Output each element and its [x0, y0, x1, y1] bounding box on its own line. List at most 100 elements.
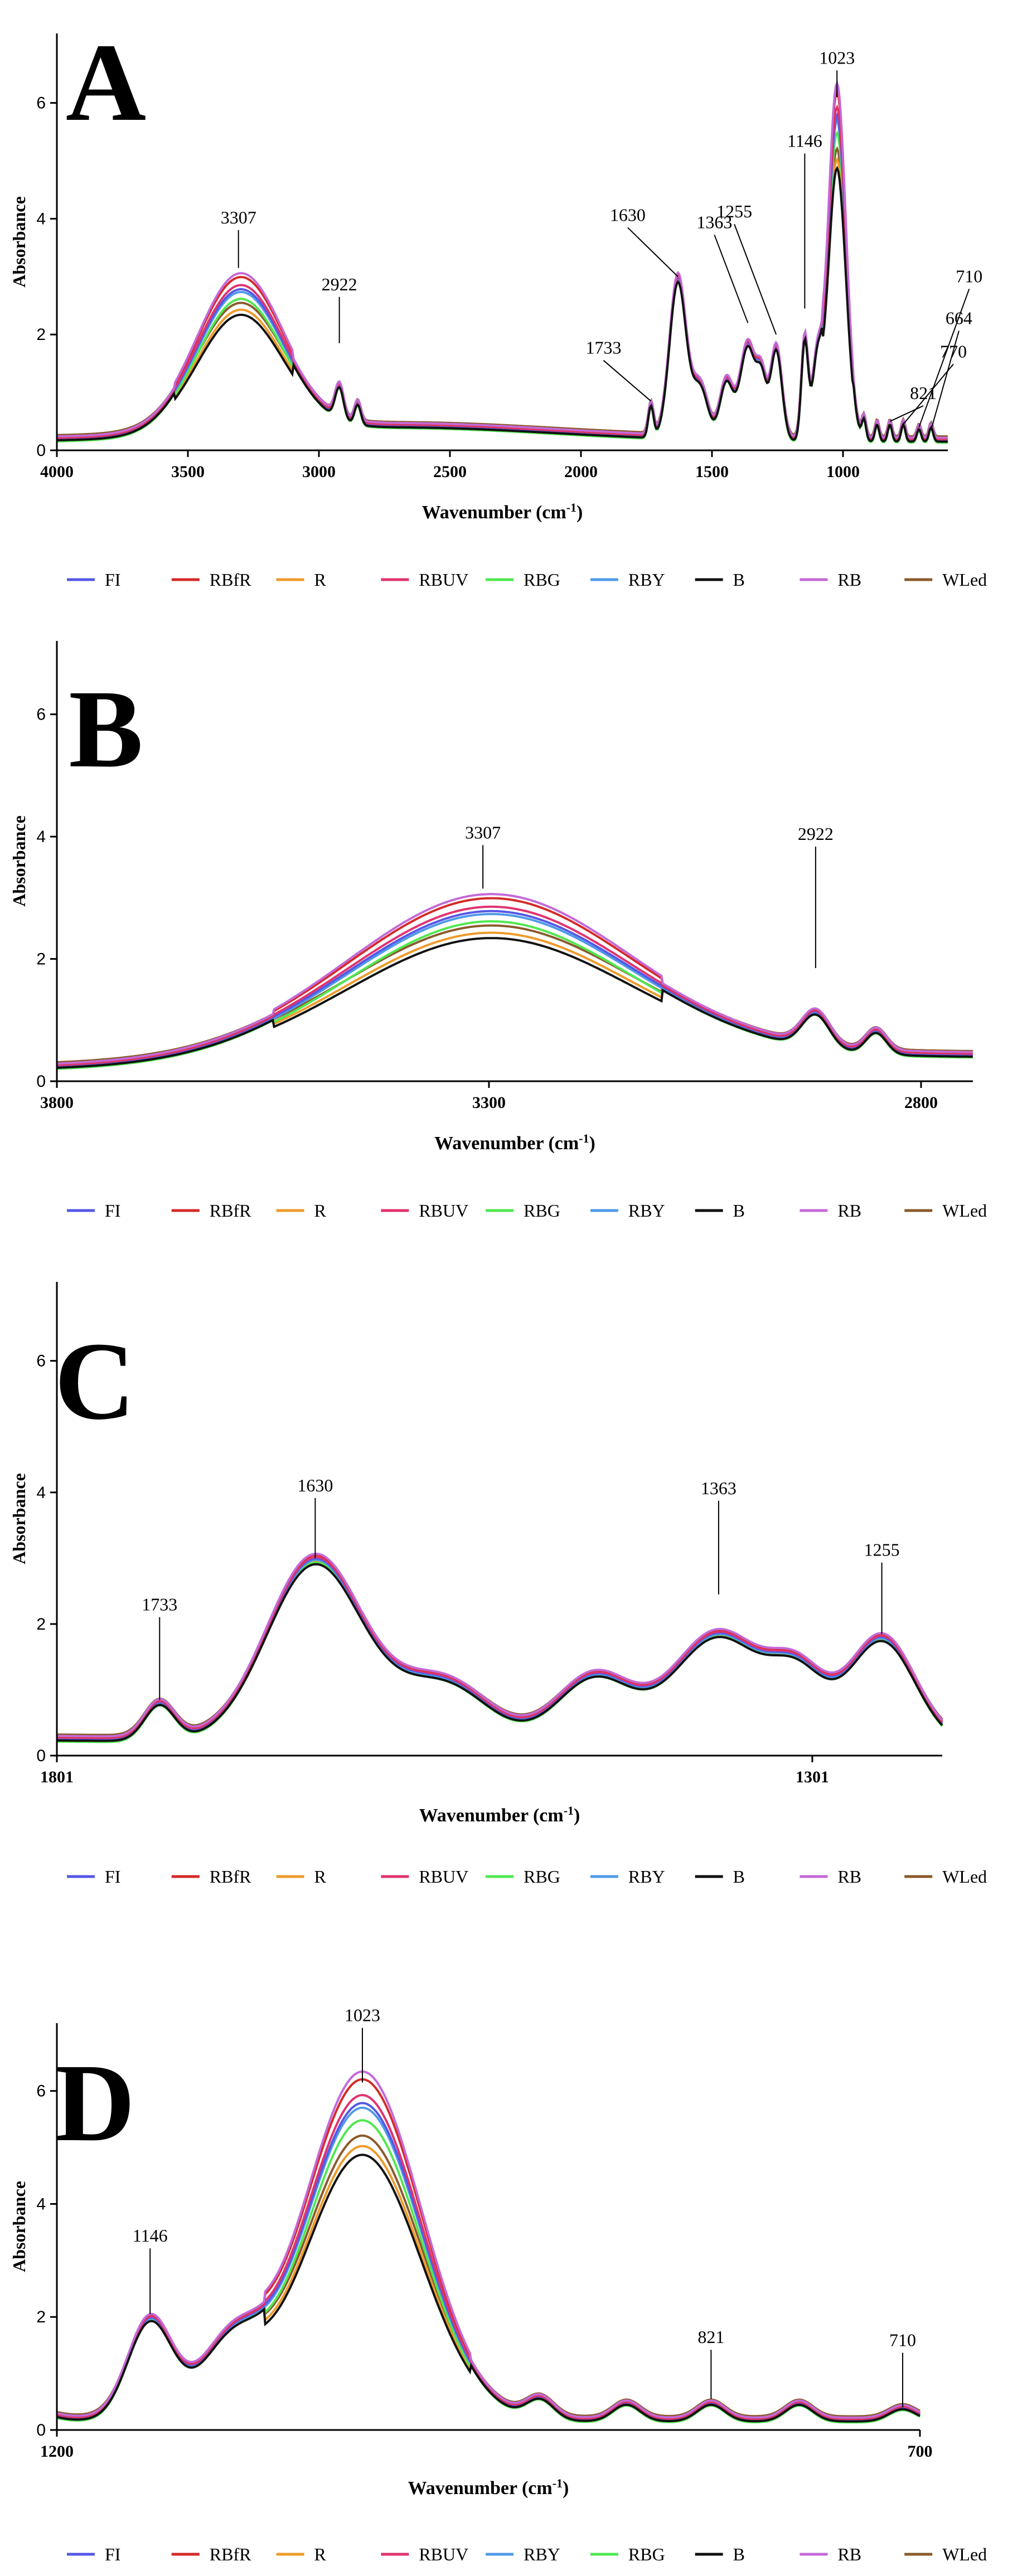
peak-annotation: 664	[946, 308, 972, 328]
panel-label: A	[66, 21, 146, 144]
x-axis-label: Wavenumber (cm-1)	[408, 2476, 569, 2499]
legend-label: WLed	[942, 1867, 987, 1887]
peak-annotation: 710	[889, 2330, 916, 2350]
legend-label: RB	[837, 2544, 861, 2564]
legend-label: FI	[105, 1867, 120, 1887]
peak-annotation: 1023	[345, 2005, 380, 2025]
y-tick-label: 0	[36, 2421, 46, 2439]
y-axis-label: Absorbance	[9, 196, 29, 288]
series-line-B	[56, 166, 948, 443]
chart-panel-D: D 0 2 4 6 1200 700 Wavenumber (cm-1) Absorbance 1…	[9, 2005, 987, 2564]
x-axis-label-main: Wavenumber (cm	[434, 1133, 579, 1154]
legend-label: B	[733, 2544, 745, 2564]
annotation-leader	[930, 330, 960, 430]
x-tick-label: 700	[908, 2442, 933, 2461]
y-tick-label: 2	[36, 325, 46, 344]
peak-annotation: 3307	[221, 207, 256, 227]
annotation-leader	[889, 405, 924, 422]
legend-label: WLed	[942, 2544, 987, 2564]
x-axis-label-sup: -1	[553, 2476, 563, 2490]
y-tick-label: 6	[36, 94, 46, 113]
legend-label: FI	[105, 2544, 120, 2564]
annotation-leader	[734, 223, 777, 335]
x-tick-label: 1200	[40, 2442, 74, 2461]
y-tick-label: 4	[36, 1484, 46, 1502]
peak-annotation: 1733	[142, 1595, 177, 1615]
peak-annotation: 2922	[798, 824, 834, 844]
x-axis-label-main: Wavenumber (cm	[419, 1805, 564, 1826]
series-line-B	[57, 1563, 943, 1742]
x-axis-label-sup: -1	[566, 500, 576, 514]
legend-label: R	[314, 570, 327, 590]
y-axis-label: Absorbance	[9, 815, 29, 907]
legend-label: B	[733, 1200, 745, 1221]
y-tick-label: 4	[36, 2195, 46, 2213]
legend-label: R	[314, 2544, 327, 2564]
series-line-RB	[56, 2070, 920, 2419]
peak-annotation: 1630	[297, 1475, 333, 1495]
legend-label: RBfR	[210, 1200, 251, 1221]
x-axis-label-end: )	[563, 2478, 569, 2499]
chart-legend: FI RBfR R RBUV RBG RBY B RB WLed	[67, 570, 987, 590]
chart-legend: FI RBfR R RBUV RBG RBY B RB WLed	[67, 1867, 987, 1887]
x-axis-label: Wavenumber (cm-1)	[422, 500, 583, 523]
x-axis-label-end: )	[574, 1805, 580, 1826]
series-line-RBUV	[57, 1556, 943, 1739]
y-axis-label: Absorbance	[9, 1473, 29, 1564]
legend-label: RBY	[628, 1867, 665, 1887]
panel-label: B	[69, 668, 143, 791]
legend-label: RBG	[628, 2544, 665, 2564]
legend-label: RBUV	[419, 1867, 468, 1887]
y-tick-label: 2	[36, 1615, 46, 1634]
x-tick-label: 2800	[904, 1093, 938, 1112]
x-tick-label: 1301	[796, 1768, 829, 1786]
series-line-RBG	[57, 1561, 943, 1743]
legend-label: R	[314, 1200, 327, 1221]
legend-label: RBG	[524, 1867, 560, 1887]
legend-label: B	[733, 1867, 745, 1887]
annotation-leader	[903, 363, 954, 425]
y-tick-label: 0	[36, 441, 46, 460]
series-line-R	[57, 157, 948, 441]
legend-label: WLed	[942, 570, 987, 590]
legend-label: RBG	[524, 1200, 560, 1221]
peak-annotation: 1363	[696, 212, 732, 232]
legend-label: RBUV	[419, 2544, 468, 2564]
legend-label: RBfR	[210, 2544, 251, 2564]
series-line-RBG	[56, 2119, 920, 2424]
peak-annotation: 1630	[610, 205, 646, 225]
series-line-FI	[56, 2102, 920, 2421]
series-line-RB	[57, 1552, 943, 1738]
x-axis-label-sup: -1	[579, 1131, 589, 1145]
legend-label: B	[733, 570, 745, 590]
chart-legend: FI RBfR R RBUV RBG RBY B RB WLed	[67, 1200, 987, 1221]
y-tick-label: 2	[36, 2308, 46, 2326]
legend-label: RBY	[524, 2544, 560, 2564]
y-tick-label: 2	[36, 950, 46, 969]
legend-label: RBfR	[210, 570, 251, 590]
legend-label: FI	[105, 570, 120, 590]
y-tick-label: 6	[36, 706, 46, 724]
legend-label: RBY	[628, 570, 665, 590]
peak-annotation: 3307	[465, 822, 501, 842]
y-axis-label: Absorbance	[9, 2181, 29, 2272]
x-tick-label: 3800	[40, 1093, 74, 1112]
y-tick-label: 0	[36, 1747, 46, 1765]
peak-annotation: 1733	[585, 338, 621, 358]
x-tick-label: 1000	[826, 463, 860, 481]
series-line-B	[56, 2154, 920, 2423]
panel-label: D	[55, 2042, 135, 2165]
peak-annotation: 1146	[787, 130, 822, 150]
y-tick-label: 0	[36, 1072, 46, 1091]
legend-label: RB	[837, 570, 861, 590]
series-line-RBG	[56, 130, 948, 444]
peak-annotation: 1255	[864, 1540, 900, 1560]
series-line-WLed	[56, 146, 948, 438]
legend-label: RBUV	[419, 1200, 468, 1221]
annotation-leader	[714, 235, 749, 323]
x-axis-label-end: )	[589, 1133, 595, 1154]
legend-label: FI	[105, 1200, 120, 1221]
legend-label: R	[314, 1867, 327, 1887]
series-line-RBfR	[57, 1553, 943, 1738]
y-tick-label: 4	[36, 828, 46, 846]
